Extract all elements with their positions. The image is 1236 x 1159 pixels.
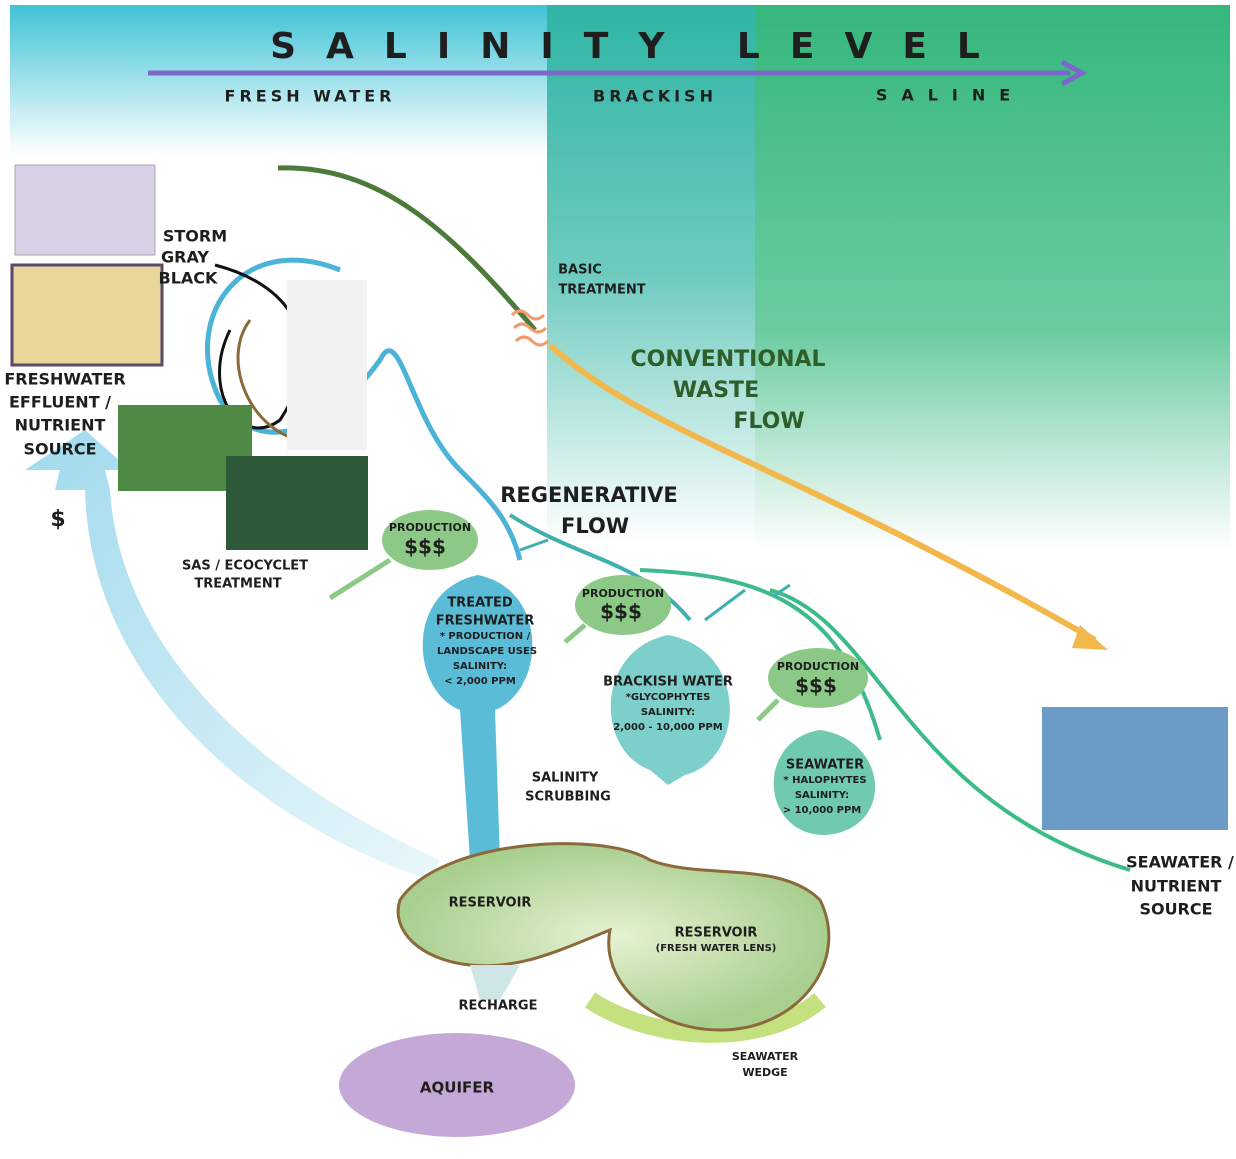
appliance-image: [287, 280, 367, 450]
production-value: $$$: [795, 674, 837, 698]
node-label: BRACKISH WATER: [603, 675, 733, 690]
production-value: $$$: [404, 535, 446, 559]
wedge-label: WEDGE: [742, 1066, 787, 1079]
waste-type: STORM: [163, 227, 227, 246]
production-arrow: [330, 560, 390, 598]
title: SALINITY LEVEL: [270, 26, 1010, 67]
recharge-channel: [470, 965, 520, 1000]
source-label: NUTRIENT: [15, 416, 106, 435]
reservoir-label: RESERVOIR: [449, 896, 532, 911]
cost-marker: $: [50, 507, 65, 532]
production-label: PRODUCTION: [389, 521, 471, 534]
node-label: FRESHWATER: [436, 614, 535, 629]
node-detail: LANDSCAPE USES: [437, 646, 537, 657]
wedge-label: SEAWATER: [732, 1050, 799, 1063]
source-label: SEAWATER /: [1126, 853, 1234, 872]
production-label: PRODUCTION: [582, 587, 664, 600]
zone-label: BRACKISH: [593, 87, 717, 106]
conventional-flow-label: FLOW: [733, 409, 804, 434]
treatment-symbol: [512, 311, 548, 345]
source-label: FRESHWATER: [4, 370, 125, 389]
node-detail: * PRODUCTION /: [440, 631, 531, 642]
node-detail: SALINITY:: [795, 790, 849, 801]
page: SALINITY LEVEL FRESH WATER BRACKISH SALI…: [0, 0, 1236, 1155]
production-arrow: [565, 625, 585, 642]
sas-label: TREATMENT: [194, 577, 281, 592]
conventional-flow-label: CONVENTIONAL: [630, 347, 825, 372]
waste-type: BLACK: [159, 269, 219, 288]
source-label: SOURCE: [1139, 900, 1212, 919]
recharge-label: RECHARGE: [459, 999, 538, 1014]
zone-label: SALINE: [876, 86, 1024, 105]
scrubbing-label: SCRUBBING: [525, 790, 611, 805]
house-image: [12, 265, 162, 365]
basic-treatment-label: BASIC: [558, 263, 602, 278]
source-label: SOURCE: [23, 440, 96, 459]
node-detail: > 10,000 PPM: [783, 805, 862, 816]
regenerative-flow-label: FLOW: [561, 514, 629, 538]
production-arrow: [758, 700, 778, 720]
reservoir-label: RESERVOIR: [675, 926, 758, 941]
node-label: SEAWATER: [786, 758, 864, 773]
production-label: PRODUCTION: [777, 660, 859, 673]
node-detail: SALINITY:: [641, 707, 695, 718]
diagram: SALINITY LEVEL FRESH WATER BRACKISH SALI…: [0, 0, 1236, 1155]
production-value: $$$: [600, 600, 642, 624]
scrubbing-label: SALINITY: [532, 771, 599, 786]
conventional-flow-label: WASTE: [673, 378, 759, 403]
regenerative-flow-label: REGENERATIVE: [500, 483, 678, 507]
aquifer-label: AQUIFER: [420, 1079, 495, 1097]
basic-treatment-label: TREATMENT: [558, 283, 645, 298]
source-label: EFFLUENT /: [9, 393, 111, 412]
greenhouse-photo: [226, 456, 368, 550]
zone-label: FRESH WATER: [225, 87, 396, 106]
node-detail: SALINITY:: [453, 661, 507, 672]
sas-label: SAS / ECOCYCLET: [182, 559, 308, 574]
factory-image: [15, 165, 155, 255]
waste-type: GRAY: [161, 248, 209, 267]
node-label: TREATED: [447, 596, 513, 611]
source-label: NUTRIENT: [1131, 877, 1222, 896]
node-detail: 2,000 - 10,000 PPM: [613, 722, 722, 733]
node-detail: * HALOPHYTES: [783, 775, 866, 786]
ocean-photo: [1042, 707, 1228, 830]
node-detail: *GLYCOPHYTES: [626, 692, 711, 703]
reservoir-detail: (FRESH WATER LENS): [656, 943, 777, 954]
node-detail: < 2,000 PPM: [444, 676, 516, 687]
